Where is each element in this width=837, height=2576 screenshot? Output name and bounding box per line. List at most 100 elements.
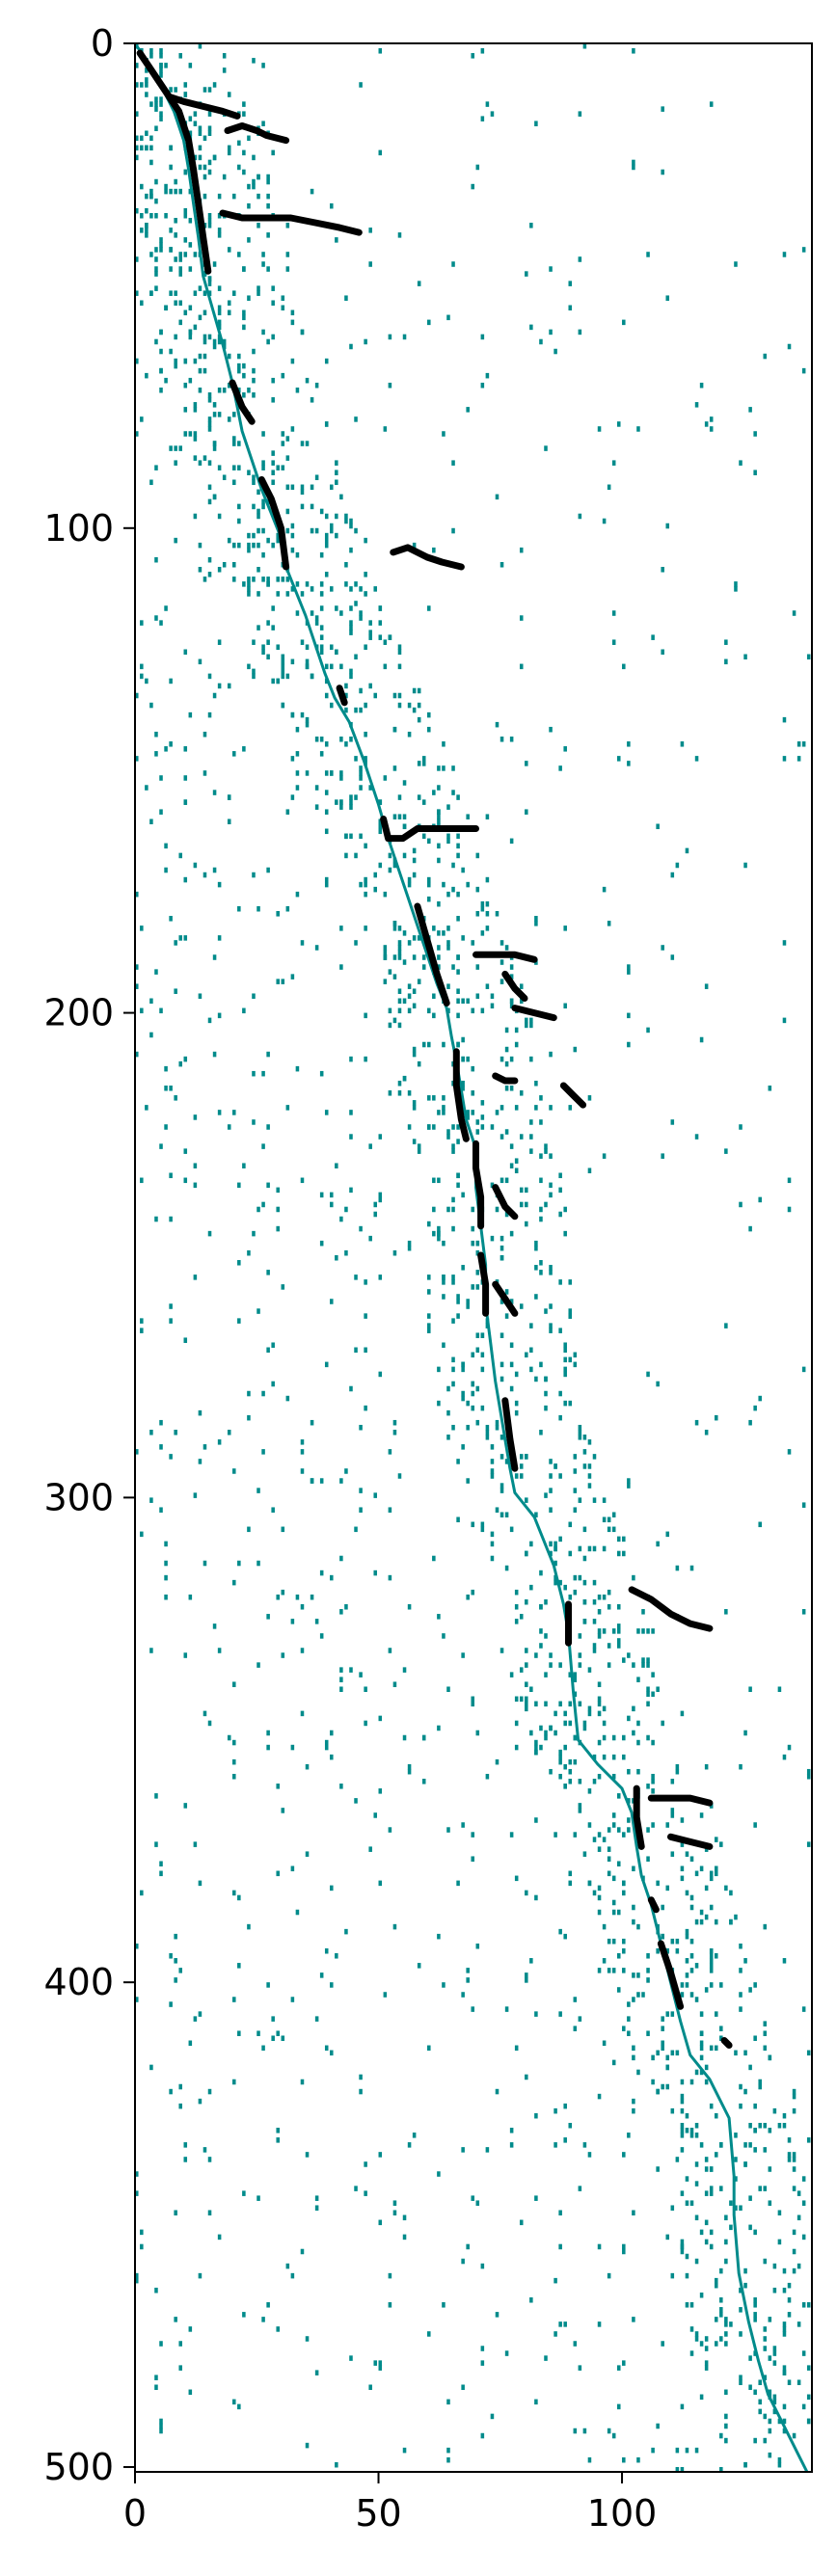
sparse-entry — [247, 663, 251, 670]
plot-frame — [134, 42, 813, 2473]
sparse-entry — [242, 149, 246, 156]
sparse-entry — [734, 261, 738, 267]
sparse-entry — [461, 1652, 465, 1658]
sparse-entry — [724, 1148, 728, 1154]
sparse-entry — [597, 1628, 602, 1634]
sparse-entry — [207, 2157, 212, 2162]
sparse-entry — [753, 2389, 757, 2396]
sparse-entry — [252, 479, 256, 486]
sparse-entry — [421, 954, 426, 960]
sparse-entry — [169, 348, 173, 355]
sparse-entry — [500, 1254, 504, 1261]
sparse-entry — [417, 794, 421, 800]
sparse-entry — [368, 1235, 372, 1242]
sparse-entry — [504, 1177, 509, 1184]
sparse-entry — [529, 1056, 533, 1062]
sparse-entry — [388, 1507, 392, 1513]
sparse-entry — [792, 2432, 796, 2439]
sparse-entry — [456, 1880, 460, 1887]
sparse-entry — [339, 926, 343, 931]
sparse-entry — [354, 1798, 358, 1804]
sparse-entry — [207, 392, 212, 398]
sparse-entry — [558, 1390, 562, 1397]
sparse-entry — [198, 130, 202, 137]
sparse-entry — [534, 2011, 538, 2017]
sparse-entry — [285, 673, 290, 680]
dense-block — [414, 902, 450, 1006]
sparse-entry — [525, 1022, 528, 1029]
sparse-entry — [145, 223, 148, 228]
sparse-entry — [451, 1225, 455, 1232]
sparse-entry — [202, 455, 207, 461]
sparse-entry — [509, 1003, 514, 1009]
sparse-entry — [509, 736, 514, 742]
sparse-entry — [344, 1468, 348, 1474]
sparse-entry — [281, 465, 285, 470]
sparse-entry — [432, 993, 436, 1000]
sparse-entry — [739, 2375, 742, 2380]
sparse-entry — [699, 1909, 704, 1916]
sparse-entry — [525, 1977, 528, 1983]
sparse-entry — [753, 2035, 757, 2042]
sparse-entry — [680, 1992, 685, 1998]
sparse-entry — [354, 527, 358, 534]
sparse-entry — [388, 1090, 392, 1096]
sparse-entry — [534, 916, 538, 922]
sparse-entry — [534, 1105, 538, 1111]
sparse-entry — [324, 1739, 329, 1746]
sparse-entry — [573, 2026, 578, 2031]
sparse-entry — [339, 663, 343, 670]
sparse-entry — [597, 1633, 602, 1639]
sparse-entry — [183, 1148, 188, 1154]
sparse-entry — [252, 58, 256, 64]
sparse-entry — [573, 1691, 578, 1698]
sparse-entry — [359, 687, 363, 694]
sparse-entry — [198, 164, 202, 171]
sparse-entry — [777, 2239, 782, 2245]
sparse-entry — [412, 1105, 417, 1111]
sparse-entry — [694, 2122, 699, 2129]
sparse-entry — [364, 881, 367, 888]
sparse-entry — [573, 2428, 578, 2434]
sparse-entry — [388, 1007, 392, 1014]
sparse-entry — [519, 1201, 524, 1208]
sparse-entry — [714, 1953, 718, 1959]
sparse-entry — [397, 1007, 402, 1014]
sparse-entry — [373, 886, 378, 893]
sparse-entry — [544, 445, 548, 451]
sparse-entry — [768, 1086, 772, 1091]
sparse-entry — [539, 1270, 543, 1275]
sparse-entry — [135, 2190, 139, 2196]
sparse-entry — [437, 2171, 441, 2177]
sparse-entry — [680, 1875, 685, 1882]
sparse-entry — [135, 111, 139, 117]
sparse-entry — [500, 561, 504, 568]
sparse-entry — [563, 1356, 567, 1363]
sparse-entry — [475, 1270, 480, 1275]
sparse-entry — [247, 1414, 251, 1421]
sparse-entry — [198, 1880, 202, 1887]
sparse-entry — [573, 2341, 578, 2347]
sparse-entry — [324, 1361, 329, 1368]
sparse-entry — [256, 193, 260, 200]
sparse-entry — [480, 1114, 485, 1120]
sparse-entry — [451, 790, 455, 795]
sparse-entry — [597, 1594, 602, 1600]
sparse-entry — [446, 1435, 450, 1440]
x-axis-ticks: 0 50 100 — [123, 2472, 657, 2535]
sparse-entry — [169, 1172, 173, 1179]
sparse-entry — [592, 1497, 597, 1503]
sparse-entry — [558, 1928, 562, 1935]
sparse-entry — [525, 1681, 528, 1687]
sparse-entry — [782, 2428, 787, 2434]
sparse-entry — [753, 1405, 757, 1411]
sparse-entry — [314, 2195, 319, 2201]
sparse-entry — [314, 615, 319, 621]
sparse-entry — [446, 926, 450, 931]
sparse-entry — [154, 247, 158, 253]
sparse-entry — [743, 2161, 747, 2167]
sparse-entry — [359, 770, 363, 776]
sparse-entry — [212, 1623, 217, 1629]
sparse-entry — [378, 149, 383, 156]
